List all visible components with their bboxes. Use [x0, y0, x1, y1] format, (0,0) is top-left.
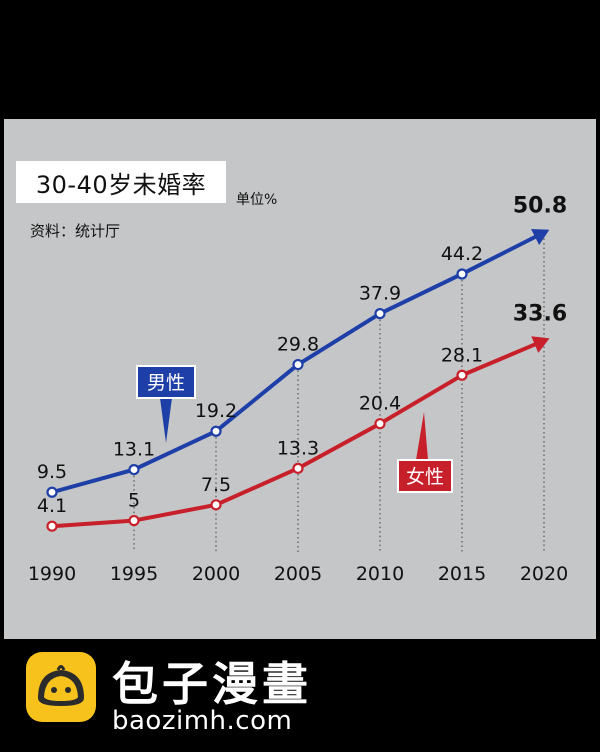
legend-pointer: [160, 398, 172, 443]
x-tick-label: 2010: [356, 563, 404, 585]
data-label: 20.4: [359, 393, 401, 415]
brand-url: baozimh.com: [112, 706, 293, 736]
data-label: 4.1: [37, 495, 67, 517]
data-labels: 9.5 13.1 19.2 29.8 37.9 44.2 50.8 4.1 5 7.5 13.3 20…: [37, 193, 567, 517]
bun-mascot-icon: [26, 652, 96, 722]
x-tick-label: 1995: [110, 563, 158, 585]
data-label: 50.8: [513, 193, 567, 218]
legend-label: 男性: [147, 372, 185, 394]
chart-panel: 30-40岁未婚率 单位% 资料：统计厅: [4, 119, 596, 639]
data-point: [46, 486, 58, 498]
brand-name: 包子漫畫: [112, 657, 312, 711]
data-label: 5: [128, 490, 140, 512]
data-point: [456, 268, 468, 280]
legend-label: 女性: [406, 466, 444, 488]
legend-box: [136, 365, 196, 399]
x-tick-label: 2020: [520, 563, 568, 585]
x-tick-label: 1990: [28, 563, 76, 585]
series-lines: [51, 232, 542, 529]
data-point: [292, 358, 304, 371]
legend-box: [397, 459, 453, 493]
data-label: 28.1: [441, 344, 483, 366]
data-label: 9.5: [37, 461, 67, 483]
x-tick-label: 2015: [438, 563, 486, 585]
x-tick-label: 2005: [274, 563, 322, 585]
data-point: [210, 499, 222, 511]
footer-banner: 包子漫畫 baozimh.com: [0, 640, 600, 752]
data-point: [128, 464, 140, 476]
data-point: [292, 462, 304, 474]
data-label: 44.2: [441, 243, 483, 265]
guide-lines: [133, 238, 545, 552]
data-point: [456, 369, 468, 381]
data-label: 7.5: [201, 474, 231, 496]
x-tick-labels: 1990 1995 2000 2005 2010 2015 2020: [28, 563, 568, 585]
data-label: 13.3: [277, 437, 319, 459]
data-label: 19.2: [195, 400, 237, 422]
data-label: 37.9: [359, 283, 401, 305]
data-point: [374, 418, 386, 430]
data-point: [210, 425, 222, 437]
arrow-point: [531, 336, 550, 353]
data-point: [46, 520, 58, 532]
arrow-point: [531, 228, 550, 246]
unit-label: 单位%: [236, 192, 278, 208]
data-points: [46, 228, 550, 532]
data-label: 33.6: [513, 302, 567, 327]
chart-title: 30-40岁未婚率: [16, 161, 226, 203]
data-point: [128, 514, 140, 527]
legend-pointer: [416, 412, 428, 460]
data-label: 13.1: [113, 439, 155, 461]
x-tick-label: 2000: [192, 563, 240, 585]
data-label: 29.8: [277, 334, 319, 356]
data-point: [374, 308, 386, 320]
source-label: 资料：统计厅: [30, 222, 121, 240]
